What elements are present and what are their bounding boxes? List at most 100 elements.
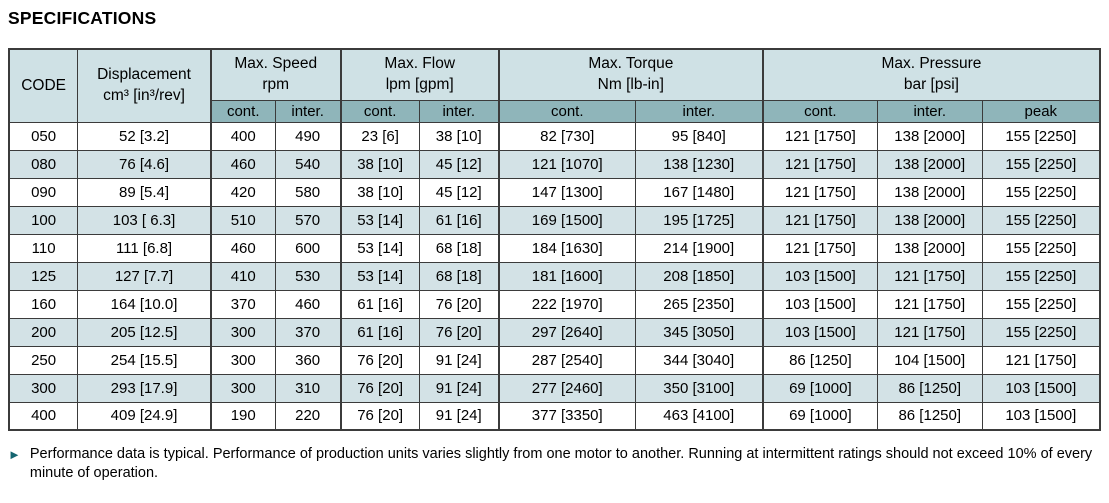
value-cell: 345 [3050] [634, 317, 764, 347]
table-row: 100 103 [ 6.3] 510 570 53 [14] 61 [16] 169 [15… [8, 205, 1101, 235]
table-row: 110 111 [6.8] 460 600 53 [14] 68 [18] 184 [163… [8, 233, 1101, 263]
value-cell: 580 [274, 177, 342, 207]
code-cell: 100 [8, 205, 79, 235]
value-cell: 300 [209, 345, 276, 375]
value-cell: 300 [209, 373, 276, 403]
value-cell: 69 [1000] [761, 401, 878, 431]
value-cell: 460 [209, 149, 276, 179]
value-cell: 61 [16] [339, 317, 420, 347]
value-cell: 310 [274, 373, 342, 403]
value-cell: 254 [15.5] [77, 345, 212, 375]
value-cell: 169 [1500] [497, 205, 636, 235]
value-cell: 103 [1500] [981, 401, 1101, 431]
code-cell: 090 [8, 177, 79, 207]
subheader-pressure-inter: inter. [876, 99, 983, 123]
value-cell: 121 [1750] [761, 121, 878, 151]
table-row: 125 127 [7.7] 410 530 53 [14] 68 [18] 181 [160… [8, 261, 1101, 291]
value-cell: 121 [1750] [981, 345, 1101, 375]
col-group-max-pressure-unit: bar [psi] [903, 75, 959, 93]
value-cell: 265 [2350] [634, 289, 764, 319]
value-cell: 164 [10.0] [77, 289, 212, 319]
value-cell: 155 [2250] [981, 317, 1101, 347]
subheader-torque-cont: cont. [497, 99, 636, 123]
value-cell: 121 [1070] [497, 149, 636, 179]
value-cell: 53 [14] [339, 261, 420, 291]
value-cell: 121 [1750] [761, 177, 878, 207]
value-cell: 190 [209, 401, 276, 431]
value-cell: 138 [2000] [876, 177, 983, 207]
footnote: ► Performance data is typical. Performan… [8, 445, 1101, 483]
col-group-max-torque-unit: Nm [lb-in] [597, 75, 664, 93]
value-cell: 103 [1500] [761, 317, 878, 347]
subheader-speed-inter: inter. [274, 99, 342, 123]
col-header-displacement: Displacement cm³ [in³/rev] [77, 48, 212, 123]
value-cell: 38 [10] [418, 121, 500, 151]
value-cell: 409 [24.9] [77, 401, 212, 431]
value-cell: 377 [3350] [497, 401, 636, 431]
table-row: 200 205 [12.5] 300 370 61 [16] 76 [20] 297 [26… [8, 317, 1101, 347]
table-row: 050 52 [3.2] 400 490 23 [6] 38 [10] 82 [730] 95… [8, 121, 1101, 151]
value-cell: 91 [24] [418, 373, 500, 403]
value-cell: 155 [2250] [981, 149, 1101, 179]
value-cell: 76 [4.6] [77, 149, 212, 179]
value-cell: 86 [1250] [876, 373, 983, 403]
table-body: 050 52 [3.2] 400 490 23 [6] 38 [10] 82 [730] 95… [8, 121, 1101, 431]
value-cell: 138 [1230] [634, 149, 764, 179]
value-cell: 138 [2000] [876, 149, 983, 179]
value-cell: 104 [1500] [876, 345, 983, 375]
value-cell: 205 [12.5] [77, 317, 212, 347]
col-group-max-torque: Max. Torque Nm [lb-in] [497, 48, 764, 101]
subheader-pressure-cont: cont. [761, 99, 878, 123]
value-cell: 222 [1970] [497, 289, 636, 319]
table-row: 090 89 [5.4] 420 580 38 [10] 45 [12] 147 [1300… [8, 177, 1101, 207]
value-cell: 121 [1750] [876, 289, 983, 319]
value-cell: 121 [1750] [761, 205, 878, 235]
value-cell: 111 [6.8] [77, 233, 212, 263]
value-cell: 121 [1750] [876, 317, 983, 347]
value-cell: 184 [1630] [497, 233, 636, 263]
subheader-torque-inter: inter. [634, 99, 764, 123]
value-cell: 277 [2460] [497, 373, 636, 403]
col-header-code: CODE [8, 48, 79, 123]
value-cell: 68 [18] [418, 233, 500, 263]
value-cell: 420 [209, 177, 276, 207]
value-cell: 23 [6] [339, 121, 420, 151]
code-cell: 125 [8, 261, 79, 291]
value-cell: 220 [274, 401, 342, 431]
value-cell: 61 [16] [339, 289, 420, 319]
value-cell: 76 [20] [418, 289, 500, 319]
value-cell: 155 [2250] [981, 233, 1101, 263]
value-cell: 138 [2000] [876, 205, 983, 235]
value-cell: 61 [16] [418, 205, 500, 235]
col-group-max-flow-unit: lpm [gpm] [385, 75, 454, 93]
value-cell: 103 [1500] [981, 373, 1101, 403]
subheader-speed-cont: cont. [209, 99, 276, 123]
col-group-max-torque-label: Max. Torque [588, 55, 674, 73]
value-cell: 400 [209, 121, 276, 151]
value-cell: 167 [1480] [634, 177, 764, 207]
value-cell: 208 [1850] [634, 261, 764, 291]
value-cell: 121 [1750] [876, 261, 983, 291]
value-cell: 370 [274, 317, 342, 347]
code-cell: 250 [8, 345, 79, 375]
value-cell: 155 [2250] [981, 177, 1101, 207]
value-cell: 38 [10] [339, 149, 420, 179]
triangle-bullet-icon: ► [8, 447, 21, 462]
value-cell: 95 [840] [634, 121, 764, 151]
value-cell: 91 [24] [418, 345, 500, 375]
value-cell: 600 [274, 233, 342, 263]
value-cell: 155 [2250] [981, 121, 1101, 151]
subheader-pressure-peak: peak [981, 99, 1101, 123]
code-cell: 080 [8, 149, 79, 179]
value-cell: 410 [209, 261, 276, 291]
col-header-displacement-label: Displacement [97, 66, 191, 84]
table-row: 250 254 [15.5] 300 360 76 [20] 91 [24] 287 [25… [8, 345, 1101, 375]
table-header: CODE Displacement cm³ [in³/rev] Max. Spe… [8, 48, 1101, 123]
code-cell: 160 [8, 289, 79, 319]
page-title: SPECIFICATIONS [8, 8, 157, 28]
table-row: 300 293 [17.9] 300 310 76 [20] 91 [24] 277 [24… [8, 373, 1101, 403]
code-cell: 200 [8, 317, 79, 347]
table-row: 400 409 [24.9] 190 220 76 [20] 91 [24] 377 [33… [8, 401, 1101, 431]
code-cell: 300 [8, 373, 79, 403]
value-cell: 52 [3.2] [77, 121, 212, 151]
